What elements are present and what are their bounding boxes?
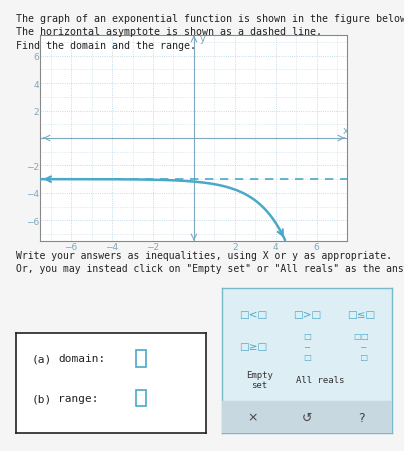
Text: (b): (b) [32, 393, 52, 403]
Text: ×: × [248, 410, 258, 423]
Text: All reals: All reals [297, 375, 345, 384]
Text: x: x [343, 126, 348, 136]
Text: Find the domain and the range.: Find the domain and the range. [16, 41, 196, 51]
Text: The horizontal asymptote is shown as a dashed line.: The horizontal asymptote is shown as a d… [16, 27, 322, 37]
Text: □≥□: □≥□ [239, 341, 267, 351]
Text: range:: range: [58, 393, 99, 403]
Text: Write your answers as inequalities, using X or y as appropriate.: Write your answers as inequalities, usin… [16, 250, 392, 260]
Text: Empty
set: Empty set [246, 370, 273, 389]
Text: □≤□: □≤□ [347, 310, 375, 320]
Text: Or, you may instead click on "Empty set" or "All reals" as the answer.: Or, you may instead click on "Empty set"… [16, 264, 404, 274]
Text: ?: ? [358, 410, 365, 423]
Text: ↺: ↺ [302, 410, 312, 423]
Text: □
─
□: □ ─ □ [303, 331, 311, 361]
Text: The graph of an exponential function is shown in the figure below.: The graph of an exponential function is … [16, 14, 404, 23]
Text: □□
  ─
  □: □□ ─ □ [354, 331, 369, 361]
Text: y: y [200, 34, 206, 44]
Text: domain:: domain: [58, 354, 105, 364]
Text: □<□: □<□ [239, 310, 267, 320]
Text: □>□: □>□ [293, 310, 321, 320]
Bar [222, 401, 392, 433]
Text: (a): (a) [32, 354, 52, 364]
